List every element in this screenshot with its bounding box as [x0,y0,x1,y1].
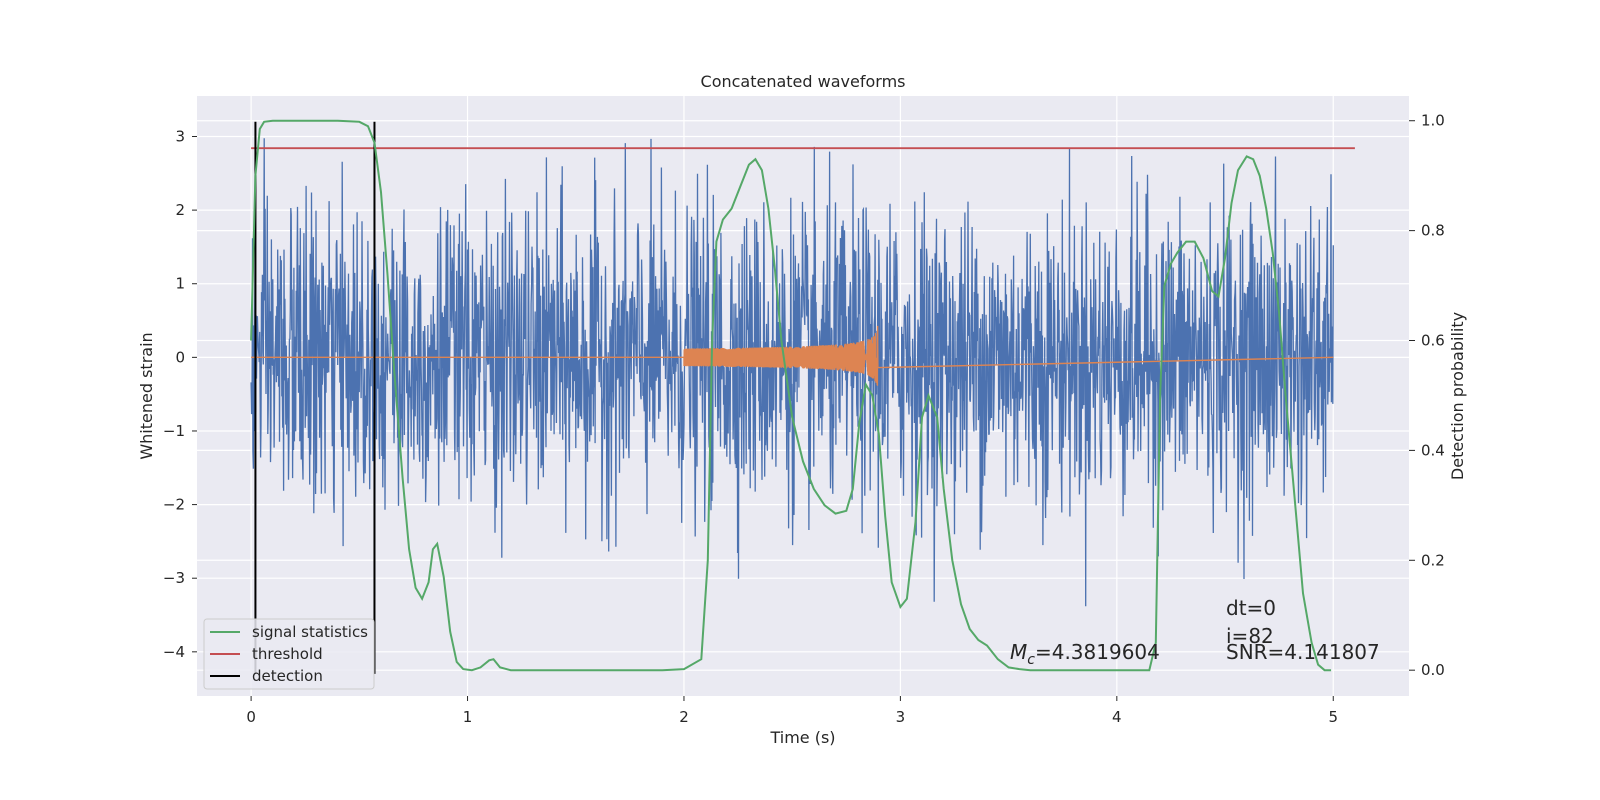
legend-item-signal-statistics: signal statistics [210,623,368,641]
strain-trace-series [250,138,1334,607]
index-annotation: i=82 [1226,624,1274,648]
x-axis-ticks: 0 1 2 3 4 5 [246,696,1338,726]
x-tick-label: 3 [896,708,906,726]
y-right-tick-label: 0.2 [1421,551,1445,569]
y-right-tick-label: 1.0 [1421,112,1445,130]
chirp-mass-symbol: M [1010,640,1027,664]
chart-title: Concatenated waveforms [701,72,906,91]
legend: signal statistics threshold detection [203,618,375,690]
y-tick-label: 1 [175,275,185,293]
y-tick-label: 2 [175,201,185,219]
y-tick-label: −3 [163,569,185,587]
chirp-mass-subscript: c [1027,652,1035,668]
signal-statistics-line [250,119,1332,672]
y-right-axis-label: Detection probability [1448,312,1467,480]
y-tick-label: 0 [175,348,185,366]
legend-label: detection [252,667,323,685]
x-tick-label: 4 [1112,708,1122,726]
legend-item-detection: detection [210,667,323,685]
dt-annotation: dt=0 [1226,596,1276,620]
y-right-tick-label: 0.8 [1421,222,1445,240]
template-chirp-series [251,325,1334,387]
y-tick-label: 3 [175,127,185,145]
x-tick-label: 5 [1328,708,1338,726]
y-right-axis-ticks: 0.0 0.2 0.4 0.6 0.8 1.0 [1409,112,1445,679]
x-tick-label: 2 [679,708,689,726]
x-axis-label: Time (s) [769,728,835,747]
snr-annotation: SNR=4.141807 [1226,640,1380,664]
chirp-mass-annotation: Mc=4.3819604 [1010,640,1160,668]
y-right-tick-label: 0.4 [1421,441,1445,459]
signal-statistics-series [250,119,1332,672]
x-tick-label: 1 [463,708,473,726]
y-right-tick-label: 0.0 [1421,661,1445,679]
detection-series [254,121,376,674]
y-axis-label: Whitened strain [137,332,156,459]
x-tick-label: 0 [246,708,256,726]
legend-label: threshold [252,645,323,663]
y-tick-label: −1 [163,422,185,440]
y-tick-label: −4 [163,643,185,661]
chirp-mass-value: =4.3819604 [1035,640,1160,664]
y-axis-ticks: −4 −3 −2 −1 0 1 2 3 [163,127,197,661]
template-chirp-line [251,325,1334,387]
y-right-tick-label: 0.6 [1421,332,1445,350]
legend-label: signal statistics [252,623,368,641]
strain-trace-line [250,138,1334,607]
legend-item-threshold: threshold [210,645,323,663]
legend-box [203,618,375,690]
y-tick-label: −2 [163,496,185,514]
